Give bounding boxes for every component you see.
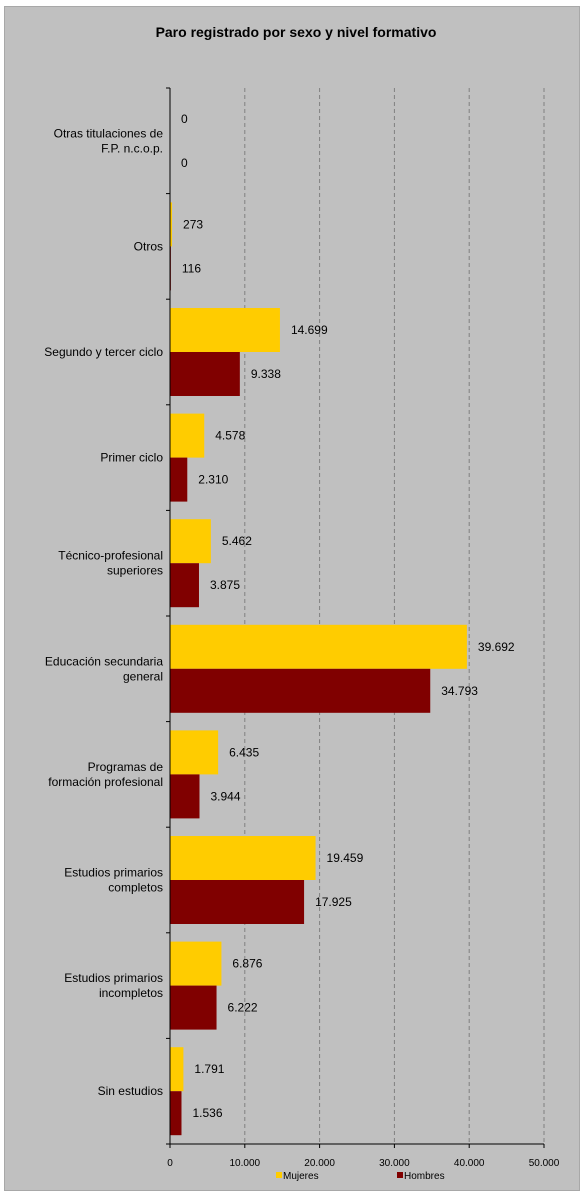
- bar-hombres: [170, 880, 305, 924]
- bar-hombres: [170, 985, 217, 1030]
- category-label: Programas de formación profesional: [48, 760, 163, 789]
- data-label: 273: [183, 217, 203, 231]
- data-label: 0: [181, 156, 188, 170]
- bar-mujeres: [170, 413, 205, 458]
- data-label: 34.793: [441, 684, 478, 698]
- bars-layer: [170, 202, 467, 1136]
- chart-frame: Paro registrado por sexo y nivel formati…: [4, 6, 580, 1191]
- x-tick-label: 50.000: [529, 1158, 560, 1169]
- category-label: Educación secundaria general: [45, 654, 163, 683]
- data-label: 6.876: [232, 957, 262, 971]
- bar-hombres: [170, 563, 199, 608]
- grid-layer: [244, 88, 545, 1144]
- data-label: 6.222: [228, 1001, 258, 1015]
- data-label: 9.338: [251, 367, 281, 381]
- bar-hombres: [170, 457, 188, 502]
- data-label: 3.944: [211, 789, 241, 803]
- x-tick-label: 0: [167, 1158, 173, 1169]
- bar-mujeres: [170, 941, 222, 986]
- data-label: 116: [182, 261, 201, 275]
- legend-label-hombres: Hombres: [404, 1171, 445, 1182]
- legend-label-mujeres: Mujeres: [283, 1171, 319, 1182]
- data-label: 1.536: [192, 1106, 222, 1120]
- category-label: Técnico-profesional superiores: [58, 549, 163, 578]
- data-label: 6.435: [229, 745, 259, 759]
- bar-chart: Paro registrado por sexo y nivel formati…: [44, 24, 560, 1182]
- category-label: Primer ciclo: [100, 451, 163, 465]
- axis-layer: 0 10.000 20.000 30.000 40.000 50.000: [166, 87, 560, 1169]
- bar-mujeres: [170, 624, 467, 669]
- category-label: Estudios primarios completos: [64, 866, 163, 895]
- data-label: 5.462: [222, 534, 252, 548]
- x-tick-label: 10.000: [230, 1158, 261, 1169]
- bar-mujeres: [170, 202, 173, 247]
- category-label: Sin estudios: [98, 1084, 163, 1098]
- bar-hombres: [170, 352, 240, 396]
- data-label: 3.875: [210, 578, 240, 592]
- x-tick-label: 20.000: [304, 1158, 335, 1169]
- bar-mujeres: [170, 730, 219, 775]
- bar-mujeres: [170, 1047, 184, 1092]
- data-label: 19.459: [327, 851, 364, 865]
- data-label: 1.791: [194, 1062, 224, 1076]
- x-tick-label: 30.000: [379, 1158, 410, 1169]
- legend: Mujeres Hombres: [276, 1171, 445, 1182]
- legend-swatch-hombres: [397, 1172, 403, 1178]
- data-label: 14.699: [291, 323, 328, 337]
- bar-mujeres: [170, 836, 316, 880]
- category-label: Otros: [134, 239, 163, 253]
- labels-layer: Otras titulaciones de F.P. n.c.o.p. 0 0 Otro…: [44, 112, 515, 1120]
- bar-mujeres: [170, 519, 211, 564]
- data-label: 39.692: [478, 640, 515, 654]
- category-label: Estudios primarios incompletos: [64, 971, 163, 1000]
- data-label: 4.578: [215, 429, 245, 443]
- bar-hombres: [170, 774, 200, 819]
- x-tick-label: 40.000: [454, 1158, 485, 1169]
- bar-hombres: [170, 1091, 182, 1136]
- data-label: 17.925: [315, 895, 352, 909]
- data-label: 2.310: [198, 473, 228, 487]
- bar-hombres: [170, 668, 431, 713]
- chart-title: Paro registrado por sexo y nivel formati…: [156, 24, 437, 40]
- category-label: Otras titulaciones de F.P. n.c.o.p.: [54, 126, 164, 155]
- category-label: Segundo y tercer ciclo: [44, 345, 163, 359]
- bar-mujeres: [170, 308, 280, 352]
- legend-swatch-mujeres: [276, 1172, 282, 1178]
- data-label: 0: [181, 112, 188, 126]
